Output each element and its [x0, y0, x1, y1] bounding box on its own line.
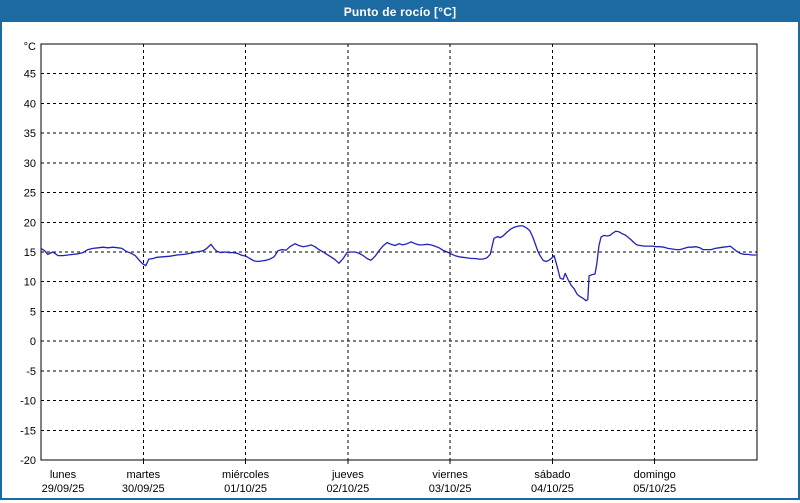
x-date-label: 03/10/25: [429, 483, 472, 495]
x-day-label: sábado: [534, 469, 570, 481]
y-tick-label: 0: [30, 336, 36, 348]
y-tick-label: -20: [20, 455, 36, 467]
window-title: Punto de rocío [°C]: [343, 5, 457, 19]
dewpoint-line: [40, 225, 757, 302]
x-date-label: 30/09/25: [122, 483, 165, 495]
x-date-label: 02/10/25: [326, 483, 369, 495]
x-date-label: 04/10/25: [531, 483, 574, 495]
x-date-label: 05/10/25: [633, 483, 676, 495]
y-tick-label: 5: [30, 306, 36, 318]
x-day-label: lunes: [50, 469, 77, 481]
y-tick-label: 20: [24, 217, 36, 229]
x-day-label: martes: [126, 469, 160, 481]
y-axis-unit-label: °C: [24, 41, 36, 53]
chart-area: -20 -15 -10 -5 0 5 10 15 20 25 30 35 40 45 °C lunes 29/0…: [2, 22, 798, 498]
y-tick-label: 40: [24, 98, 36, 110]
x-day-label: domingo: [634, 469, 676, 481]
y-tick-label: 25: [24, 188, 36, 200]
window-titlebar: Punto de rocío [°C]: [2, 2, 798, 22]
y-tick-label: 30: [24, 158, 36, 170]
y-tick-label: 35: [24, 128, 36, 140]
x-day-label: viernes: [432, 469, 468, 481]
y-tick-label: -15: [20, 425, 36, 437]
x-day-label: miércoles: [222, 469, 270, 481]
x-day-label: jueves: [331, 469, 364, 481]
x-date-label: 01/10/25: [224, 483, 267, 495]
x-date-label: 29/09/25: [42, 483, 85, 495]
y-tick-label: 10: [24, 277, 36, 289]
dewpoint-chart-svg: -20 -15 -10 -5 0 5 10 15 20 25 30 35 40 45 °C lunes 29/0…: [20, 41, 758, 495]
y-tick-label: 45: [24, 69, 36, 81]
y-tick-label: -5: [26, 366, 36, 378]
y-tick-label: 15: [24, 247, 36, 259]
y-tick-label: -10: [20, 396, 36, 408]
